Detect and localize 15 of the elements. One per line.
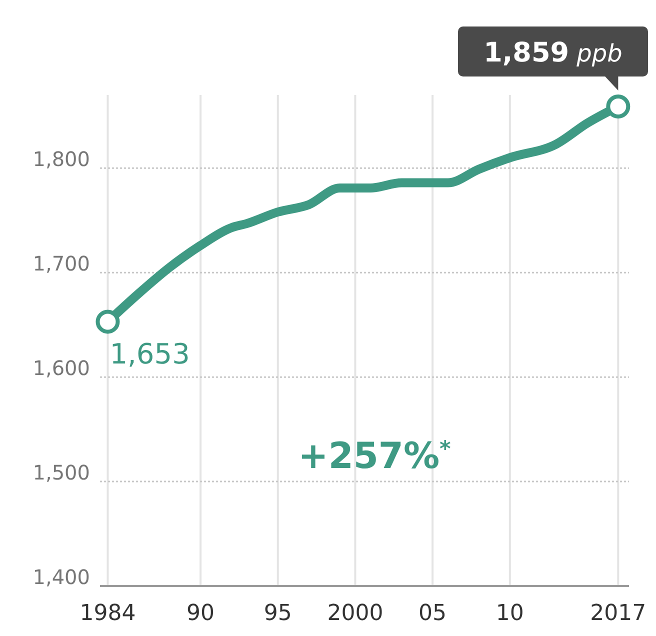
y-tick-label: 1,400 (32, 565, 90, 589)
annotation: 1,653 (110, 338, 190, 371)
y-tick-label: 1,500 (32, 460, 90, 485)
y-tick-label: 1,800 (32, 147, 90, 172)
x-tick-label: 1984 (80, 601, 136, 626)
annotation: 1,859 ppb (484, 37, 622, 68)
x-tick-label: 2000 (327, 601, 384, 626)
x-tick-label: 05 (418, 601, 447, 626)
x-tick-label: 90 (186, 601, 215, 626)
y-tick-label: 1,600 (32, 356, 90, 380)
x-tick-label: 95 (264, 601, 292, 626)
y-tick-label: 1,700 (32, 252, 90, 276)
x-tick-label: 10 (496, 601, 524, 626)
x-tick-label: 2017 (590, 601, 646, 626)
annotation: +257%$^{*}$ (298, 436, 451, 478)
